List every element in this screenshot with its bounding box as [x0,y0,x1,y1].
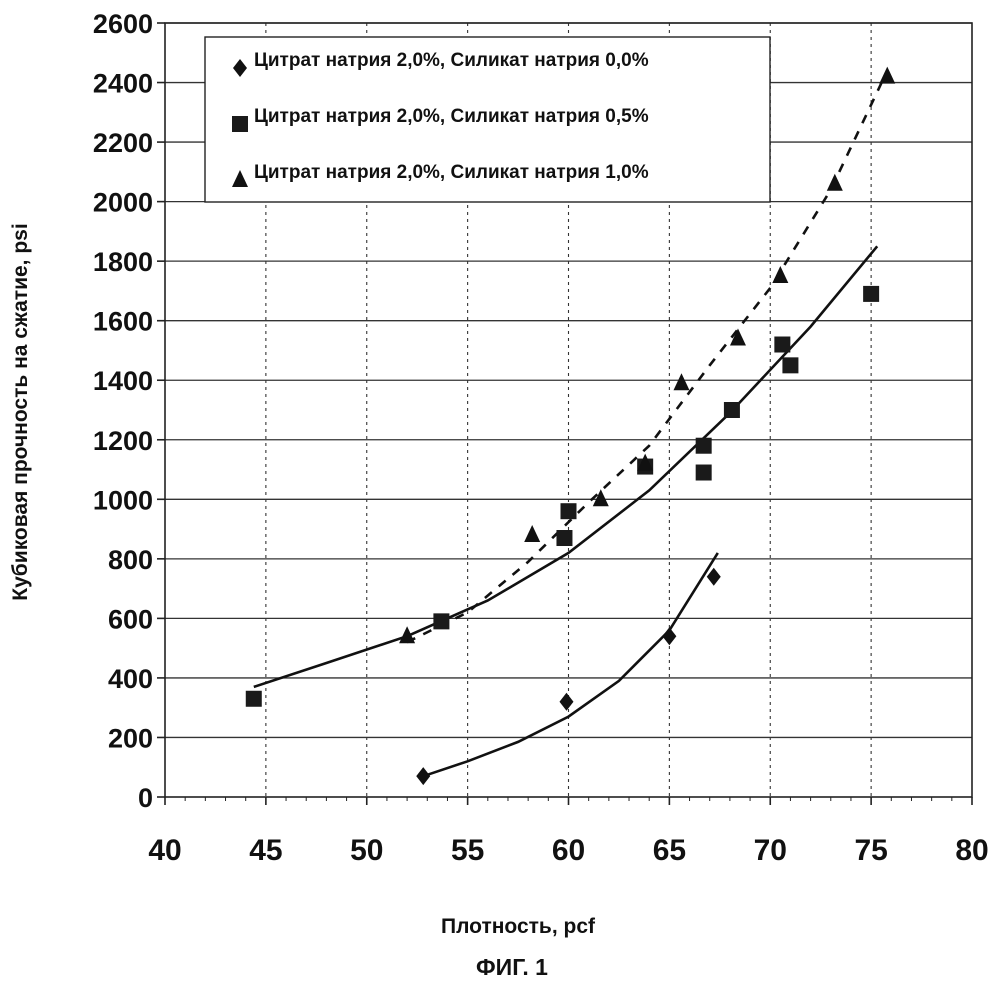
triangle-marker [879,67,895,84]
legend-entry-label: Цитрат натрия 2,0%, Силикат натрия 0,0% [254,50,649,71]
legend-square-marker [232,116,248,132]
square-marker [696,438,712,454]
triangle-marker [524,525,540,542]
square-marker [863,286,879,302]
legend: Цитрат натрия 2,0%, Силикат натрия 0,0% Ц… [205,37,770,202]
x-tick-label: 45 [249,834,282,867]
diamond-marker [416,767,430,785]
diamond-marker [662,627,676,645]
y-tick-label: 200 [108,723,153,753]
y-tick-label: 1600 [93,307,153,337]
y-tick-label: 2000 [93,188,153,218]
diamond-marker [559,693,573,711]
square-marker [556,530,572,546]
x-tick-label: 75 [854,834,887,867]
x-tick-label: 70 [754,834,787,867]
y-tick-label: 0 [138,783,153,813]
y-tick-label: 400 [108,664,153,694]
y-tick-label: 1000 [93,485,153,515]
y-tick-label: 2200 [93,128,153,158]
x-tick-label: 40 [148,834,181,867]
square-marker [724,402,740,418]
y-tick-label: 2400 [93,69,153,99]
y-tick-label: 800 [108,545,153,575]
legend-entry-label: Цитрат натрия 2,0%, Силикат натрия 1,0% [254,162,649,183]
y-tick-label: 1800 [93,247,153,277]
y-axis-title: Кубиковая прочность на сжатие, psi [9,223,32,600]
triangle-marker [772,266,788,283]
square-marker [782,357,798,373]
square-marker [696,465,712,481]
square-marker [433,613,449,629]
diamond-marker [707,568,721,586]
trendline-series-1 [423,553,718,776]
x-tick-label: 65 [653,834,686,867]
x-tick-label: 80 [955,834,988,867]
trendline-series-2 [254,246,877,687]
x-axis-title: Плотность, pcf [441,915,596,938]
square-marker [774,337,790,353]
y-tick-label: 1400 [93,366,153,396]
y-tick-label: 1200 [93,426,153,456]
square-marker [246,691,262,707]
legend-entry-label: Цитрат натрия 2,0%, Силикат натрия 0,5% [254,106,649,127]
x-tick-label: 60 [552,834,585,867]
x-tick-label: 50 [350,834,383,867]
triangle-marker [827,174,843,191]
y-tick-label: 600 [108,604,153,634]
figure-caption: ФИГ. 1 [476,954,548,980]
triangle-marker [673,373,689,390]
y-tick-label: 2600 [93,9,153,39]
x-tick-label: 55 [451,834,484,867]
square-marker [561,503,577,519]
